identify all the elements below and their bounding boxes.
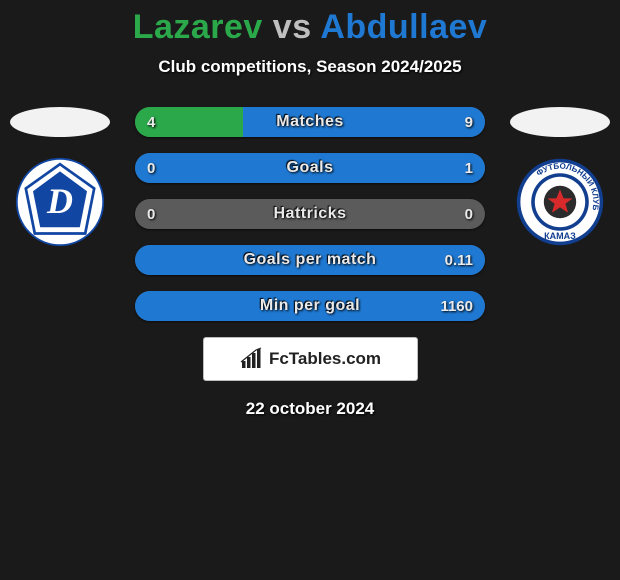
bar-value-left: 0	[147, 153, 155, 183]
content-area: D ФУТБОЛЬНЫЙ КЛУБ КАМАЗ Matches49Goals01…	[0, 107, 620, 321]
comparison-title: Lazarev vs Abdullaev	[0, 0, 620, 47]
stat-bar: Matches4 9	[135, 107, 485, 137]
subtitle: Club competitions, Season 2024/2025	[0, 57, 620, 77]
stat-bar: Goals per match0.11	[135, 245, 485, 275]
stat-bar: Goals0 1	[135, 153, 485, 183]
bar-value-left: 4	[147, 107, 155, 137]
bar-label: Hattricks	[135, 199, 485, 229]
bar-value-right: 1	[465, 153, 473, 183]
bar-label: Goals	[135, 153, 485, 183]
bar-label: Min per goal	[135, 291, 485, 321]
stat-bars-container: Matches49Goals01Hattricks00Goals per mat…	[135, 107, 485, 321]
kamaz-crest-icon: ФУТБОЛЬНЫЙ КЛУБ КАМАЗ	[515, 157, 605, 247]
title-right-player: Abdullaev	[320, 8, 487, 46]
stat-bar: Hattricks0 0	[135, 199, 485, 229]
snapshot-date: 22 october 2024	[0, 399, 620, 419]
bar-value-right: 0	[465, 199, 473, 229]
dinamo-crest-icon: D	[15, 157, 105, 247]
right-pedestal-oval	[510, 107, 610, 137]
source-badge: FcTables.com	[203, 337, 418, 381]
bar-label: Matches	[135, 107, 485, 137]
bar-value-right: 9	[465, 107, 473, 137]
svg-text:КАМАЗ: КАМАЗ	[544, 231, 576, 241]
source-text: FcTables.com	[269, 349, 381, 369]
bar-label: Goals per match	[135, 245, 485, 275]
right-club-crest: ФУТБОЛЬНЫЙ КЛУБ КАМАЗ	[510, 157, 610, 247]
left-club-crest: D	[10, 157, 110, 247]
svg-text:D: D	[46, 181, 73, 221]
title-left-player: Lazarev	[133, 8, 263, 46]
bar-value-right: 1160	[440, 291, 473, 321]
bar-value-right: 0.11	[445, 245, 473, 275]
left-pedestal-oval	[10, 107, 110, 137]
title-vs: vs	[273, 8, 312, 46]
bar-value-left: 0	[147, 199, 155, 229]
stat-bar: Min per goal1160	[135, 291, 485, 321]
barchart-icon	[239, 347, 263, 371]
